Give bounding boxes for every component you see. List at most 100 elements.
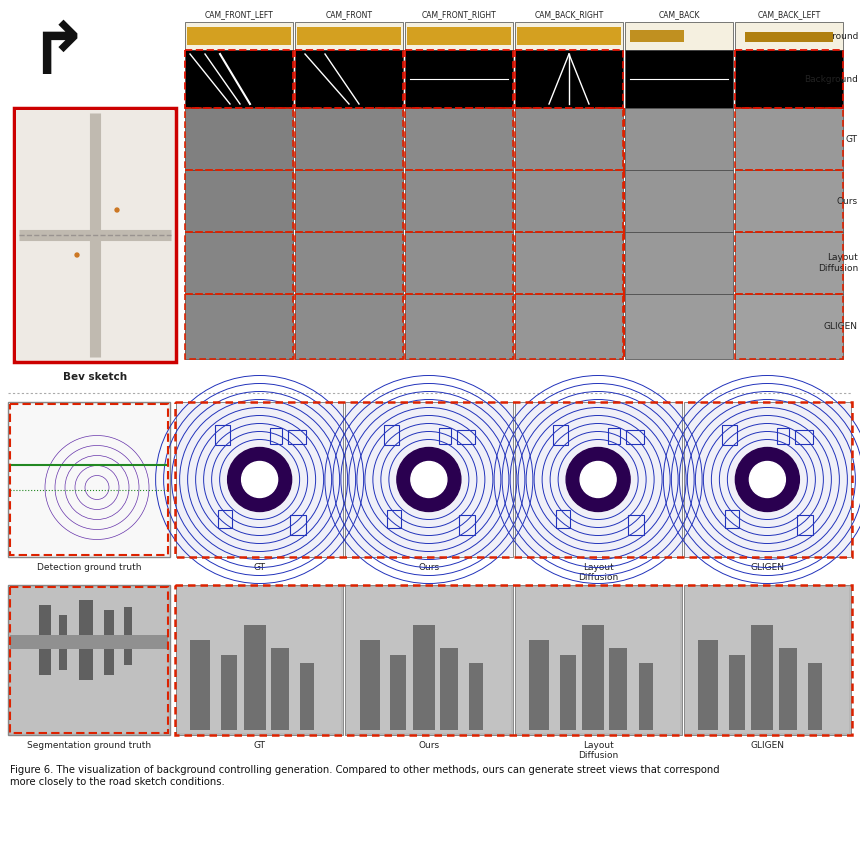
Bar xyxy=(515,232,623,294)
Bar xyxy=(187,27,291,45)
Text: GT: GT xyxy=(254,741,266,750)
Bar xyxy=(297,27,401,45)
Bar xyxy=(625,294,733,359)
Bar xyxy=(295,232,403,294)
Bar xyxy=(175,585,852,735)
Circle shape xyxy=(396,447,461,511)
Bar xyxy=(405,294,513,359)
Bar xyxy=(190,640,211,730)
Bar xyxy=(177,587,341,733)
Bar xyxy=(405,170,513,232)
Bar xyxy=(104,610,114,675)
Bar xyxy=(556,510,570,527)
Circle shape xyxy=(580,462,616,498)
Bar xyxy=(405,232,513,294)
Bar xyxy=(638,663,653,730)
Bar xyxy=(625,232,733,294)
Bar xyxy=(515,22,623,50)
Bar xyxy=(176,585,343,735)
Text: GT: GT xyxy=(254,563,266,572)
Point xyxy=(71,248,84,262)
Bar xyxy=(185,50,293,108)
Bar xyxy=(124,607,132,665)
Bar xyxy=(625,22,733,50)
Text: Ours: Ours xyxy=(418,741,439,750)
Bar xyxy=(405,232,513,294)
Bar xyxy=(295,108,403,170)
Bar xyxy=(529,640,549,730)
Bar xyxy=(735,108,843,170)
Bar xyxy=(271,648,289,730)
Text: Layout
Diffusion: Layout Diffusion xyxy=(818,253,858,272)
Text: GLIGEN: GLIGEN xyxy=(824,322,858,331)
Circle shape xyxy=(735,447,800,511)
Text: ↱: ↱ xyxy=(28,20,89,89)
Bar xyxy=(387,510,401,527)
Bar xyxy=(777,427,789,443)
Circle shape xyxy=(749,462,785,498)
Bar xyxy=(553,425,568,445)
Bar xyxy=(295,50,403,108)
Bar xyxy=(796,430,814,443)
Bar xyxy=(515,587,679,733)
Bar xyxy=(295,294,403,359)
Bar xyxy=(221,655,237,730)
Bar xyxy=(405,50,513,108)
Bar xyxy=(295,108,403,170)
Bar xyxy=(685,587,849,733)
Bar xyxy=(295,170,403,232)
Bar xyxy=(515,294,623,359)
Bar xyxy=(515,108,623,170)
Bar xyxy=(735,170,843,232)
Bar xyxy=(185,170,293,232)
Bar xyxy=(470,663,483,730)
Text: Ours: Ours xyxy=(837,197,858,205)
Bar xyxy=(698,640,718,730)
Text: Detection ground truth: Detection ground truth xyxy=(37,563,141,572)
Bar xyxy=(384,425,399,445)
Bar xyxy=(10,404,168,555)
Bar xyxy=(295,170,403,232)
Bar xyxy=(684,402,851,557)
Bar xyxy=(295,22,403,50)
Bar xyxy=(287,430,305,443)
Bar xyxy=(10,587,168,733)
Bar xyxy=(515,108,623,170)
Bar xyxy=(407,27,511,45)
Circle shape xyxy=(411,462,447,498)
Bar xyxy=(625,108,733,170)
Bar xyxy=(735,108,843,170)
Text: CAM_BACK_LEFT: CAM_BACK_LEFT xyxy=(758,10,820,19)
Bar xyxy=(405,50,513,108)
Text: GLIGEN: GLIGEN xyxy=(751,563,784,572)
Bar xyxy=(515,294,623,359)
Bar xyxy=(215,425,230,445)
Bar xyxy=(735,294,843,359)
Bar xyxy=(752,625,773,730)
Bar xyxy=(185,50,293,108)
Bar xyxy=(10,635,168,649)
Text: GLIGEN: GLIGEN xyxy=(751,741,784,750)
Bar xyxy=(625,50,733,108)
Bar xyxy=(735,294,843,359)
Bar xyxy=(295,294,403,359)
Bar xyxy=(390,655,407,730)
Text: Background: Background xyxy=(804,75,858,83)
Bar xyxy=(625,170,733,232)
Bar xyxy=(8,585,170,735)
Bar xyxy=(515,170,623,232)
Bar xyxy=(808,663,822,730)
Bar xyxy=(14,108,176,362)
Bar xyxy=(185,294,293,359)
Bar xyxy=(185,22,293,50)
Bar xyxy=(610,648,628,730)
Bar xyxy=(10,404,168,555)
Bar xyxy=(628,515,644,535)
Bar xyxy=(39,605,51,675)
Bar xyxy=(270,427,281,443)
Text: Figure 6. The visualization of background controlling generation. Compared to ot: Figure 6. The visualization of backgroun… xyxy=(10,765,720,786)
Bar xyxy=(735,22,843,50)
Bar xyxy=(243,625,266,730)
Bar xyxy=(735,232,843,294)
Bar xyxy=(735,50,843,108)
